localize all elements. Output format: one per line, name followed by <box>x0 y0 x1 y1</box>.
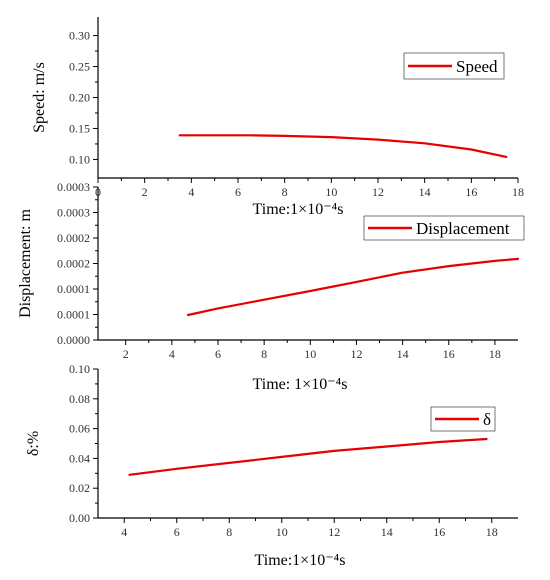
y-tick-label: 0.04 <box>69 451 90 465</box>
x-tick-label: 14 <box>419 185 431 199</box>
chart-panel-3: 4 6 8 10 12 14 16 18 0.00 0.02 0.04 0.06 0.08 0.10 Tim… <box>25 362 518 569</box>
x-axis-title: Time:1×10⁻⁴s <box>253 201 344 218</box>
x-tick-label: 4 <box>169 347 175 361</box>
x-tick-label: 18 <box>489 347 501 361</box>
x-tick-label: 6 <box>174 525 180 539</box>
y-tick-label: 0.0001 <box>57 282 90 296</box>
y-tick-label: 0.00 <box>69 511 90 525</box>
x-tick-label: 12 <box>372 185 384 199</box>
legend-label: Speed <box>456 57 498 76</box>
y-tick-label: 0.0003 <box>57 206 90 220</box>
series-line-δ <box>128 437 488 476</box>
x-tick-label: 14 <box>397 347 409 361</box>
series-line-speed <box>178 134 508 158</box>
x-tick-label: 18 <box>486 525 498 539</box>
y-tick-label: 0.30 <box>69 29 90 43</box>
x-tick-label: 12 <box>328 525 340 539</box>
x-axis-title: Time:1×10⁻⁴s <box>255 552 346 569</box>
y-tick-label: 0.08 <box>69 392 90 406</box>
x-tick-label: 10 <box>325 185 337 199</box>
x-tick-label: 4 <box>188 185 194 199</box>
x-tick-label: 6 <box>235 185 241 199</box>
y-tick-label: 0.25 <box>69 60 90 74</box>
x-tick-label: 16 <box>433 525 445 539</box>
x-tick-label: 16 <box>443 347 455 361</box>
y-tick-label: 0.06 <box>69 422 90 436</box>
chart-panel-2: 2 4 6 8 10 12 14 16 18 0.0000 0.0001 0.0001 0.0002 0.… <box>17 180 525 393</box>
y-tick-label: 0.10 <box>69 152 90 166</box>
x-tick-label: 8 <box>261 347 267 361</box>
x-tick-label: 4 <box>121 525 127 539</box>
y-tick-label: 0.0002 <box>57 257 90 271</box>
x-tick-label: 18 <box>512 185 524 199</box>
y-tick-label: 0.20 <box>69 91 90 105</box>
y-tick-label: 0.0000 <box>57 333 90 347</box>
legend: Speed <box>403 52 505 80</box>
y-axis-title: Displacement: m <box>17 209 34 318</box>
y-tick-label: 0.0002 <box>57 231 90 245</box>
x-tick-label: 10 <box>304 347 316 361</box>
x-tick-label: 8 <box>282 185 288 199</box>
chart-panel-1: 0 2 4 6 8 10 12 14 16 180.100.150.200.250.30Time:… <box>31 17 524 218</box>
legend-label: δ <box>483 410 491 429</box>
x-tick-label: 2 <box>123 347 129 361</box>
x-tick-label: 10 <box>276 525 288 539</box>
legend-label: Displacement <box>416 219 510 238</box>
y-axis-title: δ:% <box>25 431 42 456</box>
y-axis-title: Speed: m/s <box>31 62 48 133</box>
y-tick-label: 0.15 <box>69 121 90 135</box>
x-tick-label: 14 <box>381 525 393 539</box>
x-tick-label: 12 <box>350 347 362 361</box>
x-tick-label: 6 <box>215 347 221 361</box>
x-tick-label: 2 <box>142 185 148 199</box>
y-tick-label: 0.0003 <box>57 180 90 194</box>
y-tick-label: 0.0001 <box>57 308 90 322</box>
legend: Displacement <box>363 215 525 241</box>
y-tick-label: 0.10 <box>69 362 90 376</box>
series-line-displacement <box>186 257 520 317</box>
legend: δ <box>430 406 496 432</box>
y-tick-label: 0.02 <box>69 481 90 495</box>
x-tick-label: 16 <box>465 185 477 199</box>
x-axis-title: Time: 1×10⁻⁴s <box>253 376 348 393</box>
x-tick-label: 8 <box>226 525 232 539</box>
